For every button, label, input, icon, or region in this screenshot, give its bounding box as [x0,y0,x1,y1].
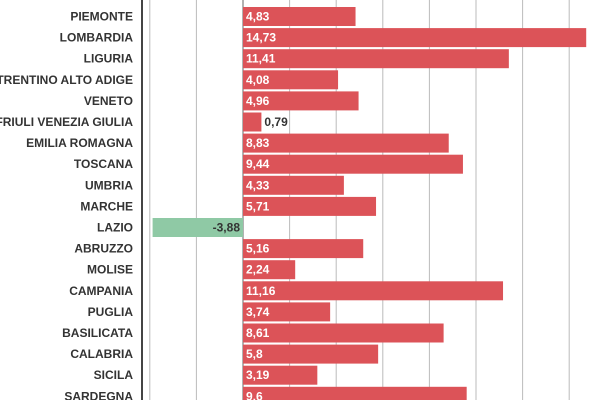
bar [243,133,449,153]
bar [243,281,504,301]
bar [243,175,344,195]
bar [243,386,467,400]
category-label: SICILA [94,368,134,382]
category-label: PUGLIA [88,305,134,319]
category-label: VENETO [84,94,133,108]
data-label: 5,8 [246,347,263,361]
category-label: PIEMONTE [70,10,133,24]
category-label: CAMPANIA [69,284,133,298]
data-label: 4,96 [246,94,270,108]
bar [243,154,463,174]
bar [152,218,243,237]
category-label: CALABRIA [70,347,133,361]
category-label: MOLISE [87,263,133,277]
data-label: 11,16 [246,284,276,298]
bar [243,239,364,259]
category-label: FRIULI VENEZIA GIULIA [0,115,133,129]
bar [243,302,331,322]
category-label: LOMBARDIA [60,31,134,45]
category-label: TRENTINO ALTO ADIGE [0,73,133,87]
bar [243,91,359,111]
data-label: 11,41 [246,52,276,66]
category-label: BASILICATA [62,326,133,340]
bar [243,28,587,48]
category-label: UMBRIA [85,178,133,192]
data-label: -3,88 [213,221,241,235]
data-label: 4,83 [246,10,270,24]
data-label: 9,6 [246,389,263,400]
category-label: ABRUZZO [74,242,133,256]
category-label: LAZIO [97,221,133,235]
data-label: 5,16 [246,242,270,256]
data-label: 3,19 [246,368,270,382]
data-label: 5,71 [246,199,270,213]
category-label: LIGURIA [84,52,134,66]
data-label: 2,24 [246,263,270,277]
data-label: 8,83 [246,136,270,150]
category-label: TOSCANA [74,157,133,171]
bar [243,365,318,385]
bar [243,196,377,216]
data-label: 9,44 [246,157,270,171]
data-label: 8,61 [246,326,270,340]
data-label: 3,74 [246,305,270,319]
bar [243,49,509,69]
bar [243,344,379,364]
bar [243,70,339,90]
data-label: 14,73 [246,31,276,45]
category-label: EMILIA ROMAGNA [26,136,133,150]
bar [243,323,444,343]
bar [243,112,262,132]
bar [243,7,356,26]
data-label: 4,08 [246,73,270,87]
data-label: 4,33 [246,178,270,192]
data-label: 0,79 [264,115,288,129]
bar [243,260,296,280]
category-label: SARDEGNA [64,389,133,400]
category-label: MARCHE [80,199,133,213]
